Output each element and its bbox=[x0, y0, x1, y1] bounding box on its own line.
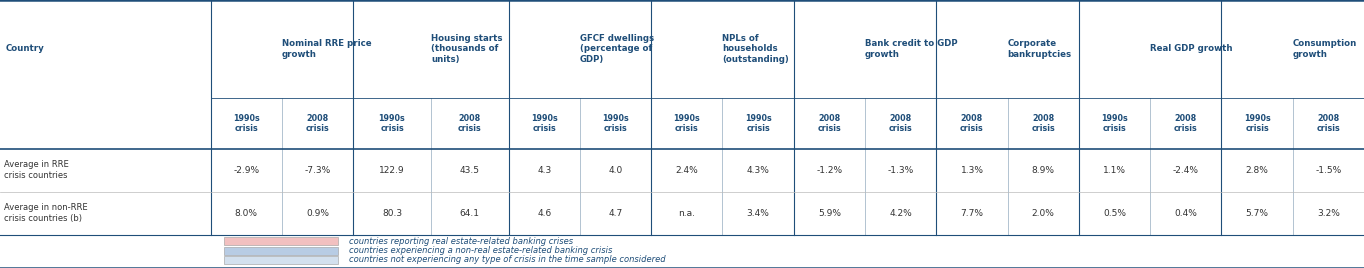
Text: 1990s
crisis: 1990s crisis bbox=[674, 114, 700, 133]
Text: 0.4%: 0.4% bbox=[1174, 209, 1198, 218]
Text: 64.1: 64.1 bbox=[460, 209, 480, 218]
Text: 5.9%: 5.9% bbox=[818, 209, 842, 218]
Text: 1990s
crisis: 1990s crisis bbox=[603, 114, 629, 133]
Text: countries reporting real estate-related banking crises: countries reporting real estate-related … bbox=[349, 237, 573, 246]
Text: Country: Country bbox=[5, 44, 44, 53]
Text: Housing starts
(thousands of
units): Housing starts (thousands of units) bbox=[431, 34, 502, 64]
Text: -7.3%: -7.3% bbox=[304, 166, 330, 175]
Text: 1990s
crisis: 1990s crisis bbox=[1244, 114, 1270, 133]
Text: 1.3%: 1.3% bbox=[960, 166, 983, 175]
Text: 4.6: 4.6 bbox=[537, 209, 551, 218]
Text: 2008
crisis: 2008 crisis bbox=[1316, 114, 1341, 133]
Text: 4.3%: 4.3% bbox=[746, 166, 769, 175]
Text: Bank credit to GDP
growth: Bank credit to GDP growth bbox=[865, 39, 958, 59]
Text: Consumption
growth: Consumption growth bbox=[1293, 39, 1357, 59]
Text: 5.7%: 5.7% bbox=[1245, 209, 1269, 218]
Text: 1990s
crisis: 1990s crisis bbox=[233, 114, 259, 133]
Text: Corporate
bankruptcies: Corporate bankruptcies bbox=[1008, 39, 1072, 59]
Text: 3.2%: 3.2% bbox=[1316, 209, 1339, 218]
Text: 2008
crisis: 2008 crisis bbox=[817, 114, 842, 133]
Text: 2008
crisis: 2008 crisis bbox=[458, 114, 481, 133]
Text: countries experiencing a non-real estate-related banking crisis: countries experiencing a non-real estate… bbox=[349, 246, 612, 255]
Text: Average in RRE
crisis countries: Average in RRE crisis countries bbox=[4, 161, 68, 180]
Text: countries not experiencing any type of crisis in the time sample considered: countries not experiencing any type of c… bbox=[349, 255, 666, 265]
Text: Real GDP growth: Real GDP growth bbox=[1150, 44, 1233, 53]
Text: 2.8%: 2.8% bbox=[1245, 166, 1269, 175]
Text: 43.5: 43.5 bbox=[460, 166, 480, 175]
Text: NPLs of
households
(outstanding): NPLs of households (outstanding) bbox=[723, 34, 790, 64]
FancyBboxPatch shape bbox=[224, 237, 338, 245]
Text: 2.4%: 2.4% bbox=[675, 166, 698, 175]
Text: n.a.: n.a. bbox=[678, 209, 696, 218]
Text: 2008
crisis: 2008 crisis bbox=[306, 114, 329, 133]
Text: 8.9%: 8.9% bbox=[1031, 166, 1054, 175]
Text: -1.2%: -1.2% bbox=[816, 166, 843, 175]
Text: -1.3%: -1.3% bbox=[888, 166, 914, 175]
Text: 2008
crisis: 2008 crisis bbox=[1031, 114, 1056, 133]
Text: 4.0: 4.0 bbox=[608, 166, 623, 175]
Text: 1990s
crisis: 1990s crisis bbox=[531, 114, 558, 133]
Text: 0.5%: 0.5% bbox=[1103, 209, 1127, 218]
Text: 7.7%: 7.7% bbox=[960, 209, 983, 218]
Text: 2008
crisis: 2008 crisis bbox=[1174, 114, 1198, 133]
Text: 4.2%: 4.2% bbox=[889, 209, 913, 218]
Text: 1990s
crisis: 1990s crisis bbox=[379, 114, 405, 133]
Text: 3.4%: 3.4% bbox=[746, 209, 769, 218]
Text: 2008
crisis: 2008 crisis bbox=[960, 114, 983, 133]
Text: 1.1%: 1.1% bbox=[1103, 166, 1127, 175]
FancyBboxPatch shape bbox=[224, 247, 338, 255]
Text: 8.0%: 8.0% bbox=[235, 209, 258, 218]
Text: 0.9%: 0.9% bbox=[306, 209, 329, 218]
Text: 2008
crisis: 2008 crisis bbox=[889, 114, 913, 133]
Text: 1990s
crisis: 1990s crisis bbox=[1101, 114, 1128, 133]
Text: 80.3: 80.3 bbox=[382, 209, 402, 218]
Text: -2.9%: -2.9% bbox=[233, 166, 259, 175]
Text: 4.7: 4.7 bbox=[608, 209, 623, 218]
Text: 122.9: 122.9 bbox=[379, 166, 405, 175]
Text: 4.3: 4.3 bbox=[537, 166, 551, 175]
Text: Nominal RRE price
growth: Nominal RRE price growth bbox=[282, 39, 371, 59]
Text: 2.0%: 2.0% bbox=[1031, 209, 1054, 218]
Text: 1990s
crisis: 1990s crisis bbox=[745, 114, 772, 133]
Text: GFCF dwellings
(percentage of
GDP): GFCF dwellings (percentage of GDP) bbox=[580, 34, 655, 64]
Text: Average in non-RRE
crisis countries (b): Average in non-RRE crisis countries (b) bbox=[4, 203, 87, 223]
Text: -2.4%: -2.4% bbox=[1173, 166, 1199, 175]
Text: -1.5%: -1.5% bbox=[1315, 166, 1341, 175]
FancyBboxPatch shape bbox=[224, 256, 338, 264]
